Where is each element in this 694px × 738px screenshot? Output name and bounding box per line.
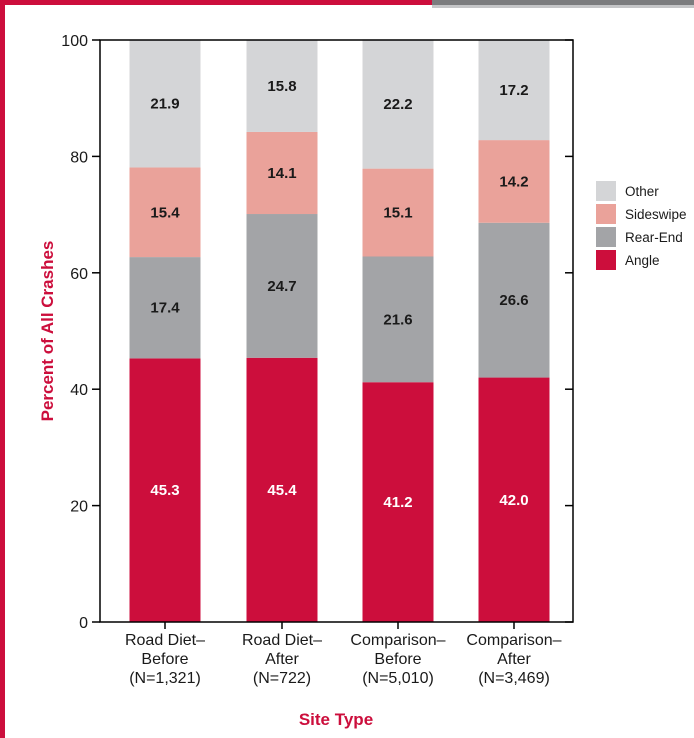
top-gray-shadow [432,5,694,8]
data-label-other-4: 17.2 [499,82,528,99]
bar-angle-1 [129,358,201,622]
legend-label-sideswipe: Sideswipe [625,207,687,222]
data-label-other-1: 21.9 [150,96,179,113]
legend-label-rear-end: Rear-End [625,230,683,245]
bars: 45.3 17.4 15.4 21.9 45.4 24.7 14.1 15.8 41.2 21.6… [129,39,550,622]
legend: Other Sideswipe Rear-End Angle [596,181,687,270]
bar-rear-end-4 [478,222,550,378]
data-label-angle-4: 42.0 [499,492,528,509]
x-tick-label-4: Comparison– After (N=3,469) [466,632,561,687]
bar-rear-end-2 [246,214,318,358]
data-label-angle-1: 45.3 [150,482,179,499]
y-axis-label: Percent of All Crashes [38,241,57,422]
data-label-rear-end-1: 17.4 [150,300,180,317]
x-tick-label-3: Comparison– Before (N=5,010) [350,632,445,687]
y-tick-label-100: 100 [61,33,88,50]
data-label-angle-2: 45.4 [267,482,297,499]
left-accent-bar [0,0,5,738]
y-tick-label-40: 40 [70,382,88,399]
data-label-rear-end-3: 21.6 [383,311,412,328]
data-label-sideswipe-2: 14.1 [267,165,296,182]
data-label-sideswipe-3: 15.1 [383,205,412,222]
bar-sideswipe-1 [129,167,201,258]
legend-swatch-other [596,181,616,201]
legend-swatch-rear-end [596,227,616,247]
data-label-other-2: 15.8 [267,78,296,95]
x-axis-label: Site Type [299,710,373,729]
bar-other-1 [129,40,201,168]
y-tick-label-0: 0 [79,615,88,632]
legend-label-other: Other [625,184,659,199]
bar-angle-4 [478,377,550,622]
top-gray-bar [432,0,694,5]
data-label-other-3: 22.2 [383,96,412,113]
legend-label-angle: Angle [625,253,660,268]
legend-swatch-sideswipe [596,204,616,224]
data-label-angle-3: 41.2 [383,494,412,511]
y-tick-label-20: 20 [70,499,88,516]
bar-rear-end-1 [129,257,201,359]
data-label-sideswipe-1: 15.4 [150,204,180,221]
legend-swatch-angle [596,250,616,270]
bar-sideswipe-2 [246,131,318,215]
bar-other-3 [362,39,434,169]
bar-angle-2 [246,357,318,622]
data-label-rear-end-2: 24.7 [267,278,296,295]
x-tick-label-2: Road Diet– After (N=722) [242,632,322,687]
data-label-sideswipe-4: 14.2 [499,173,528,190]
top-accent-bar [0,0,432,5]
axes: 0 20 40 60 80 100 Road Diet– Before (N=1,321) Roa… [61,33,574,687]
bar-sideswipe-4 [478,140,550,223]
bar-other-4 [478,40,550,141]
bar-other-2 [246,40,318,132]
y-tick-label-80: 80 [70,149,88,166]
bar-rear-end-3 [362,256,434,383]
plot-border [99,39,574,623]
y-tick-label-60: 60 [70,266,88,283]
x-tick-label-1: Road Diet– Before (N=1,321) [125,632,205,687]
bar-sideswipe-3 [362,168,434,257]
bar-angle-3 [362,382,434,622]
data-label-rear-end-4: 26.6 [499,292,528,309]
